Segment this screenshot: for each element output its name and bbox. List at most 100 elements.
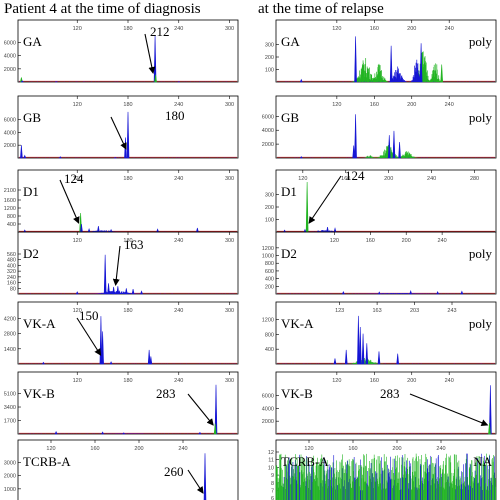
peak-mark bbox=[409, 289, 413, 295]
peak-annotation: 212 bbox=[150, 24, 170, 39]
y-tick-label: 2100 bbox=[4, 188, 16, 194]
x-tick-label: 160 bbox=[370, 26, 379, 32]
x-tick-label: 180 bbox=[123, 26, 132, 32]
x-tick-label: 180 bbox=[123, 102, 132, 108]
peak-mark bbox=[357, 315, 360, 365]
panel-relapse-VK-B: 120 160 200 240 2000 4000 6000 VK-B 283 bbox=[262, 371, 497, 435]
y-tick-label: 480 bbox=[7, 258, 16, 264]
panel-label: VK-A bbox=[23, 316, 56, 331]
panel-label: D1 bbox=[23, 184, 39, 199]
y-tick-label: 3400 bbox=[4, 405, 16, 411]
x-tick-label: 120 bbox=[73, 176, 82, 182]
panel-diagnosis-GA: 120 180 240 300 2000 4000 6000 GA 212 bbox=[4, 19, 239, 83]
peak-mark bbox=[354, 114, 357, 159]
panel-frame bbox=[275, 301, 497, 365]
panel-frame bbox=[17, 439, 239, 500]
panel-note: poly bbox=[469, 110, 493, 125]
x-tick-label: 300 bbox=[225, 26, 234, 32]
x-tick-label: 120 bbox=[46, 446, 55, 452]
annotation-arrow bbox=[76, 317, 102, 356]
y-tick-label: 1200 bbox=[262, 246, 274, 252]
x-tick-label: 200 bbox=[402, 238, 411, 244]
panel-note: NA bbox=[473, 454, 492, 469]
y-tick-label: 6000 bbox=[262, 394, 274, 400]
peak-mark bbox=[156, 228, 160, 233]
y-tick-label: 2000 bbox=[4, 67, 16, 73]
panel-diagnosis-D1: 120 180 240 300 400 800 1200 1600 2100 D1 124 bbox=[4, 169, 239, 233]
y-tick-label: 400 bbox=[7, 222, 16, 228]
peak-annotation: 283 bbox=[156, 386, 176, 401]
peak-mark bbox=[358, 326, 362, 365]
peak-mark bbox=[333, 227, 337, 233]
y-tick-label: 2000 bbox=[4, 143, 16, 149]
y-tick-label: 7 bbox=[271, 488, 274, 494]
x-tick-label: 240 bbox=[427, 176, 436, 182]
y-tick-label: 4000 bbox=[262, 128, 274, 134]
y-tick-label: 8 bbox=[271, 481, 274, 487]
x-tick-label: 180 bbox=[123, 176, 132, 182]
peak-mark bbox=[107, 283, 110, 295]
x-tick-label: 160 bbox=[370, 102, 379, 108]
x-tick-label: 243 bbox=[447, 308, 456, 314]
annotation-arrow bbox=[187, 393, 214, 426]
peak-mark bbox=[124, 288, 128, 295]
x-tick-label: 160 bbox=[370, 378, 379, 384]
x-tick-label: 180 bbox=[123, 378, 132, 384]
annotation-arrow bbox=[144, 33, 156, 74]
peak-mark bbox=[147, 349, 151, 365]
peak-mark bbox=[299, 78, 303, 83]
x-tick-label: 203 bbox=[410, 308, 419, 314]
peak-mark bbox=[387, 135, 391, 159]
y-tick-label: 4000 bbox=[262, 406, 274, 412]
peak-annotation: 260 bbox=[164, 464, 184, 479]
panel-diagnosis-TCRB-A: 120 160 200 240 1000 2000 3000 TCRB-A 260 bbox=[4, 439, 239, 500]
x-tick-label: 200 bbox=[134, 446, 143, 452]
x-tick-label: 180 bbox=[123, 308, 132, 314]
y-tick-label: 1700 bbox=[4, 419, 16, 425]
peak-mark bbox=[149, 356, 153, 365]
y-tick-label: 12 bbox=[268, 450, 274, 456]
annotation-arrow bbox=[112, 245, 121, 286]
y-tick-label: 6000 bbox=[262, 114, 274, 120]
x-tick-label: 160 bbox=[366, 238, 375, 244]
y-tick-label: 200 bbox=[265, 55, 274, 61]
x-tick-label: 240 bbox=[174, 308, 183, 314]
panel-label: D1 bbox=[281, 184, 297, 199]
panel-relapse-GA: 120 160 200 240 100 200 300 GA poly bbox=[265, 19, 497, 83]
y-tick-label: 200 bbox=[265, 205, 274, 211]
peak-mark bbox=[213, 423, 217, 435]
peak-mark bbox=[354, 36, 357, 83]
peak-mark bbox=[54, 81, 58, 83]
peak-mark bbox=[109, 361, 113, 365]
panel-frame bbox=[275, 19, 497, 83]
panel-diagnosis-VK-A: 120 180 240 300 1400 2800 4200 VK-A 150 bbox=[4, 301, 239, 365]
peak-mark bbox=[203, 453, 207, 500]
panel-label: D2 bbox=[281, 246, 297, 261]
panel-label: VK-B bbox=[281, 386, 313, 401]
y-tick-label: 300 bbox=[265, 43, 274, 49]
y-tick-label: 240 bbox=[7, 275, 16, 281]
peak-annotation: 124 bbox=[345, 168, 365, 183]
x-tick-label: 120 bbox=[73, 378, 82, 384]
panel-label: TCRB-A bbox=[23, 454, 71, 469]
peak-mark bbox=[116, 286, 120, 295]
peak-annotation: 124 bbox=[64, 171, 84, 186]
y-tick-label: 300 bbox=[265, 193, 274, 199]
y-tick-label: 100 bbox=[265, 68, 274, 74]
x-tick-label: 120 bbox=[332, 26, 341, 32]
x-tick-label: 300 bbox=[225, 102, 234, 108]
peak-mark bbox=[440, 64, 444, 83]
peak-mark bbox=[377, 351, 381, 365]
y-tick-label: 100 bbox=[265, 218, 274, 224]
peak-mark bbox=[87, 228, 91, 233]
panel-frame bbox=[275, 231, 497, 295]
peak-mark bbox=[23, 154, 27, 159]
peak-mark bbox=[101, 431, 105, 435]
panel-relapse-D1: 120 160 200 240 280 100 200 300 D1 124 bbox=[265, 168, 497, 233]
x-tick-label: 280 bbox=[470, 176, 479, 182]
x-tick-label: 120 bbox=[73, 308, 82, 314]
x-tick-label: 300 bbox=[225, 378, 234, 384]
x-tick-label: 240 bbox=[445, 26, 454, 32]
peak-mark bbox=[352, 145, 356, 159]
